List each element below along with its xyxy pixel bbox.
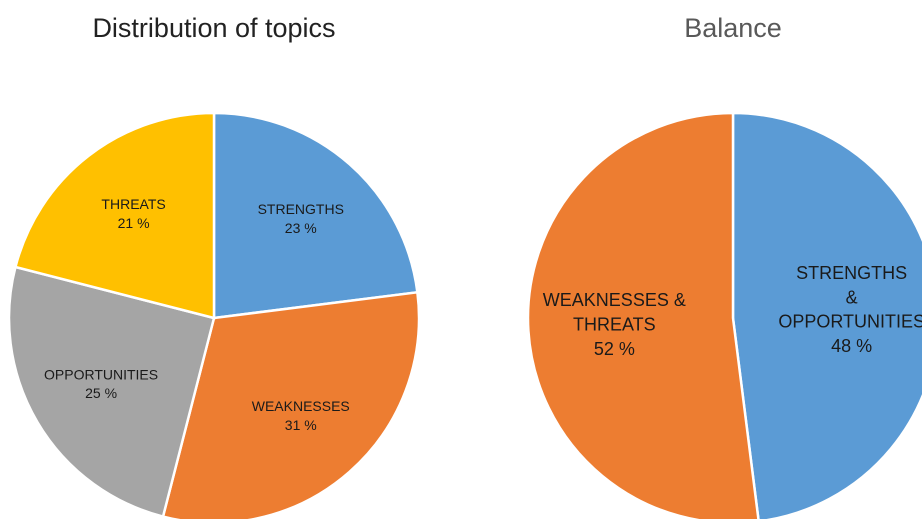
pie-slice xyxy=(526,111,760,519)
slice-label: OPPORTUNITIES 25 % xyxy=(44,366,158,401)
category-label: STRENGTHS & OPPORTUNITIES xyxy=(778,263,922,332)
pie-slice xyxy=(212,111,419,320)
value-label: 23 % xyxy=(285,220,317,236)
pie-slice xyxy=(731,111,922,519)
chart-title: Distribution of topics xyxy=(92,13,335,43)
category-label: OPPORTUNITIES xyxy=(44,366,158,382)
category-label: WEAKNESSES xyxy=(252,398,350,414)
pie-slice xyxy=(13,111,216,320)
slice-label: WEAKNESSES 31 % xyxy=(252,398,350,433)
value-label: 52 % xyxy=(594,339,635,359)
value-label: 25 % xyxy=(85,385,117,401)
value-label: 31 % xyxy=(285,417,317,433)
chart-title: Balance xyxy=(684,13,782,43)
slice-label: THREATS 21 % xyxy=(101,196,165,231)
slice-label: WEAKNESSES & THREATS 52 % xyxy=(543,290,686,359)
category-label: STRENGTHS xyxy=(258,201,344,217)
category-label: WEAKNESSES & THREATS xyxy=(543,290,686,334)
value-label: 48 % xyxy=(831,336,872,356)
pie-slice xyxy=(161,290,421,519)
category-label: THREATS xyxy=(101,196,165,212)
value-label: 21 % xyxy=(118,214,150,230)
slice-label: STRENGTHS 23 % xyxy=(258,201,344,236)
pie-slice xyxy=(7,265,216,519)
slice-label: STRENGTHS & OPPORTUNITIES 48 % xyxy=(778,263,922,356)
